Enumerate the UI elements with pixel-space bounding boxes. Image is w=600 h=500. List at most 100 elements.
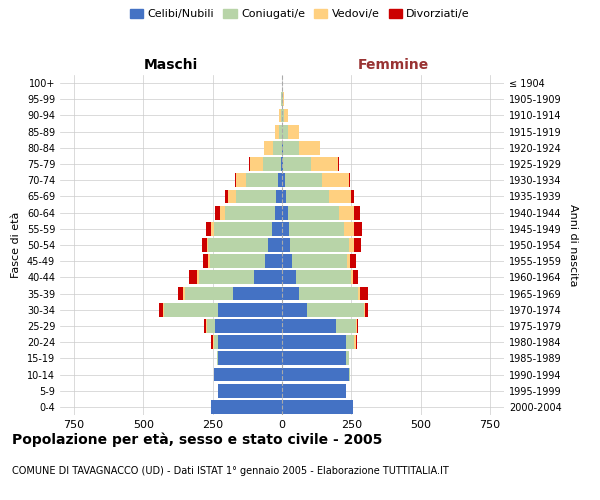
Bar [184,286,185,300]
Bar [282,174,285,187]
Bar [254,270,282,284]
Bar [307,303,364,316]
Bar [349,238,354,252]
Bar [236,190,277,203]
Text: Popolazione per età, sesso e stato civile - 2005: Popolazione per età, sesso e stato civil… [12,432,382,447]
Bar [214,222,272,235]
Bar [236,174,246,187]
Bar [282,286,299,300]
Bar [282,222,289,235]
Bar [207,238,208,252]
Bar [220,206,225,220]
Bar [353,270,358,284]
Bar [311,157,337,171]
Bar [228,190,236,203]
Bar [346,352,349,365]
Bar [249,157,250,171]
Bar [282,254,292,268]
Bar [354,238,361,252]
Bar [322,174,349,187]
Bar [214,336,218,349]
Bar [356,336,357,349]
Bar [285,174,322,187]
Bar [233,286,282,300]
Bar [344,222,354,235]
Bar [283,157,311,171]
Bar [282,238,290,252]
Bar [218,336,282,349]
Bar [279,108,281,122]
Bar [346,336,354,349]
Bar [163,303,164,316]
Bar [212,336,214,349]
Bar [235,174,236,187]
Bar [282,352,346,365]
Bar [282,206,287,220]
Bar [210,254,265,268]
Bar [283,92,284,106]
Bar [282,108,284,122]
Bar [204,319,206,333]
Y-axis label: Anni di nascita: Anni di nascita [568,204,578,286]
Bar [282,125,288,138]
Bar [358,286,360,300]
Bar [272,222,282,235]
Bar [281,108,282,122]
Bar [218,352,282,365]
Bar [299,286,358,300]
Bar [336,319,356,333]
Bar [281,157,282,171]
Bar [199,270,254,284]
Bar [282,190,286,203]
Bar [354,206,360,220]
Bar [292,254,347,268]
Bar [279,125,282,138]
Bar [282,336,346,349]
Bar [364,303,365,316]
Bar [263,141,274,154]
Bar [275,206,282,220]
Bar [360,286,368,300]
Bar [203,254,208,268]
Bar [283,141,299,154]
Bar [178,286,184,300]
Bar [284,108,289,122]
Bar [275,125,279,138]
Bar [214,368,282,382]
Bar [225,190,228,203]
Bar [357,319,358,333]
Text: Femmine: Femmine [358,58,428,72]
Bar [349,174,350,187]
Bar [354,336,356,349]
Bar [347,254,350,268]
Text: Maschi: Maschi [144,58,198,72]
Bar [158,303,163,316]
Bar [299,141,320,154]
Bar [350,254,356,268]
Bar [265,254,282,268]
Bar [339,206,354,220]
Bar [218,303,282,316]
Bar [282,368,349,382]
Bar [349,368,350,382]
Bar [329,190,352,203]
Bar [296,270,352,284]
Bar [282,400,353,414]
Bar [197,270,199,284]
Bar [282,157,283,171]
Bar [289,222,344,235]
Bar [354,222,362,235]
Bar [268,238,282,252]
Bar [206,222,211,235]
Bar [250,157,263,171]
Bar [282,303,307,316]
Bar [356,319,357,333]
Text: COMUNE DI TAVAGNACCO (UD) - Dati ISTAT 1° gennaio 2005 - Elaborazione TUTTITALIA: COMUNE DI TAVAGNACCO (UD) - Dati ISTAT 1… [12,466,449,476]
Bar [211,336,212,349]
Bar [189,270,197,284]
Bar [278,174,282,187]
Bar [215,206,220,220]
Bar [287,206,339,220]
Bar [246,174,278,187]
Bar [211,400,282,414]
